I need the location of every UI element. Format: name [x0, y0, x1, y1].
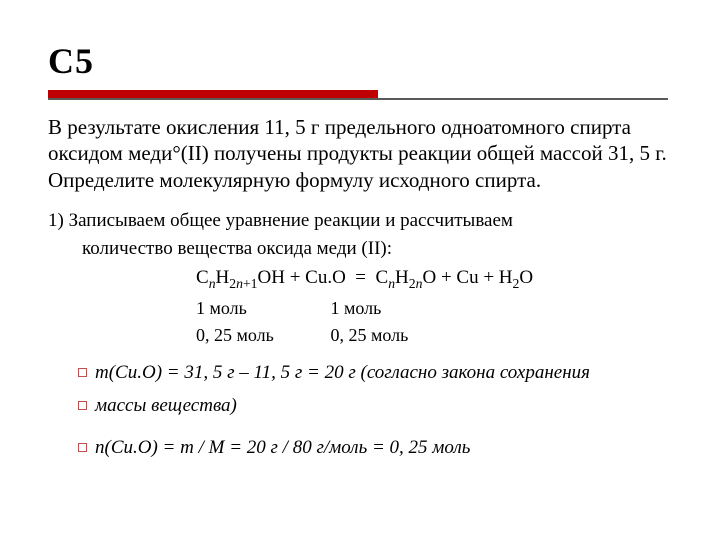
bullet-square-icon: [78, 443, 87, 452]
calc-moles-text: n(Cu.O) = m / M = 20 г / 80 г/моль = 0, …: [95, 437, 470, 458]
bullet-square-icon: [78, 401, 87, 410]
mole-r1-c2: 1 моль: [331, 297, 382, 320]
mole-r1-c1: 1 моль: [196, 297, 326, 320]
mole-row-1: 1 моль 1 моль: [48, 297, 672, 320]
mole-row-2: 0, 25 моль 0, 25 моль: [48, 324, 672, 347]
rule-gray-bar: [48, 98, 668, 100]
calc-mass-line2: массы вещества): [48, 390, 672, 422]
title-rule: [48, 90, 672, 100]
step1-line1: 1) Записываем общее уравнение реакции и …: [48, 209, 672, 234]
rule-red-bar: [48, 90, 378, 98]
mole-r2-c2: 0, 25 моль: [331, 324, 409, 347]
equation: CnH2n+1OH + Cu.O = CnH2nO + Cu + H2O: [48, 266, 672, 293]
slide-title: С5: [48, 40, 672, 82]
step1-line2: количество вещества оксида меди (II):: [48, 237, 672, 262]
calc-mass: m(Cu.O) = 31, 5 г – 11, 5 г = 20 г (согл…: [48, 357, 672, 389]
calc-mass-text2: массы вещества): [95, 395, 237, 416]
bullet-square-icon: [78, 368, 87, 377]
problem-statement: В результате окисления 11, 5 г предельно…: [48, 114, 672, 193]
calc-mass-text: m(Cu.O) = 31, 5 г – 11, 5 г = 20 г (согл…: [95, 362, 590, 383]
calc-moles: n(Cu.O) = m / M = 20 г / 80 г/моль = 0, …: [48, 432, 672, 464]
mole-r2-c1: 0, 25 моль: [196, 324, 326, 347]
